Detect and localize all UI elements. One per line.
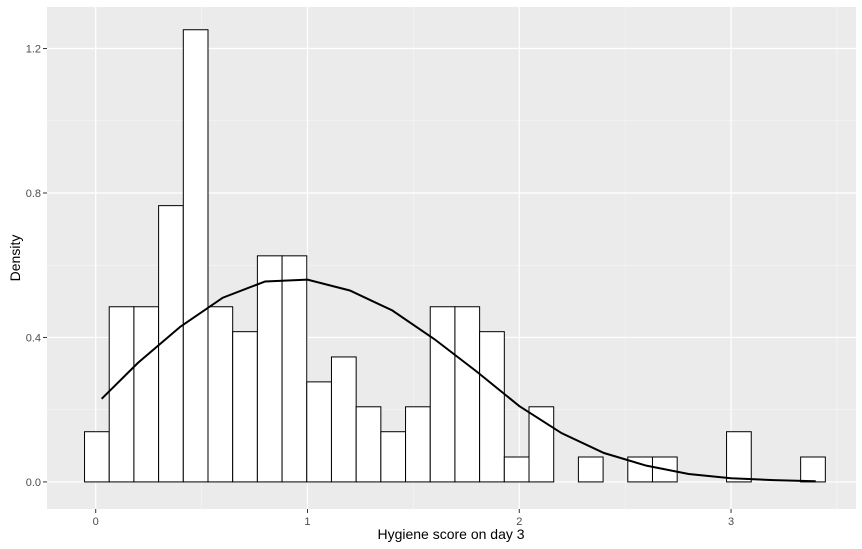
histogram-bar (577, 456, 604, 483)
histogram-bar (726, 431, 752, 483)
histogram-bar (330, 356, 357, 483)
histogram-bar (158, 205, 184, 483)
histogram-bar (503, 456, 530, 483)
x-tick-label: 3 (728, 516, 734, 528)
y-tick-label: 1.2 (26, 44, 41, 56)
histogram-bar (528, 406, 555, 483)
x-axis: 0 1 2 3 (93, 509, 734, 528)
histogram-bar (133, 306, 160, 483)
x-axis-title: Hygiene score on day 3 (377, 526, 524, 542)
y-tick-label: 0.4 (26, 332, 41, 344)
major-gridlines (47, 7, 856, 509)
y-tick-label: 0.8 (26, 188, 41, 200)
density-curve (100, 278, 816, 483)
x-tick-label: 1 (304, 516, 310, 528)
x-tick-label: 0 (93, 516, 99, 528)
histogram-bar (380, 431, 407, 483)
histogram-bar (182, 29, 209, 483)
histogram-bar (479, 331, 505, 483)
histogram-bar (800, 456, 826, 483)
y-axis-title: Density (7, 235, 23, 282)
histogram-bar (355, 406, 382, 483)
x-tick-label: 2 (516, 516, 522, 528)
histogram-bar (108, 306, 135, 483)
histogram-bar (281, 255, 308, 483)
histogram-bar (232, 331, 258, 483)
histogram-bar (306, 381, 332, 483)
histogram-bars (84, 29, 826, 483)
histogram-bar (84, 431, 110, 483)
histogram-bar (429, 306, 456, 483)
y-axis: 0.0 0.4 0.8 1.2 (26, 44, 47, 489)
histogram-bar (454, 306, 481, 483)
y-tick-label: 0.0 (26, 477, 41, 489)
histogram-bar (256, 255, 283, 483)
histogram-bar (405, 406, 431, 483)
histogram-bar (207, 306, 234, 483)
